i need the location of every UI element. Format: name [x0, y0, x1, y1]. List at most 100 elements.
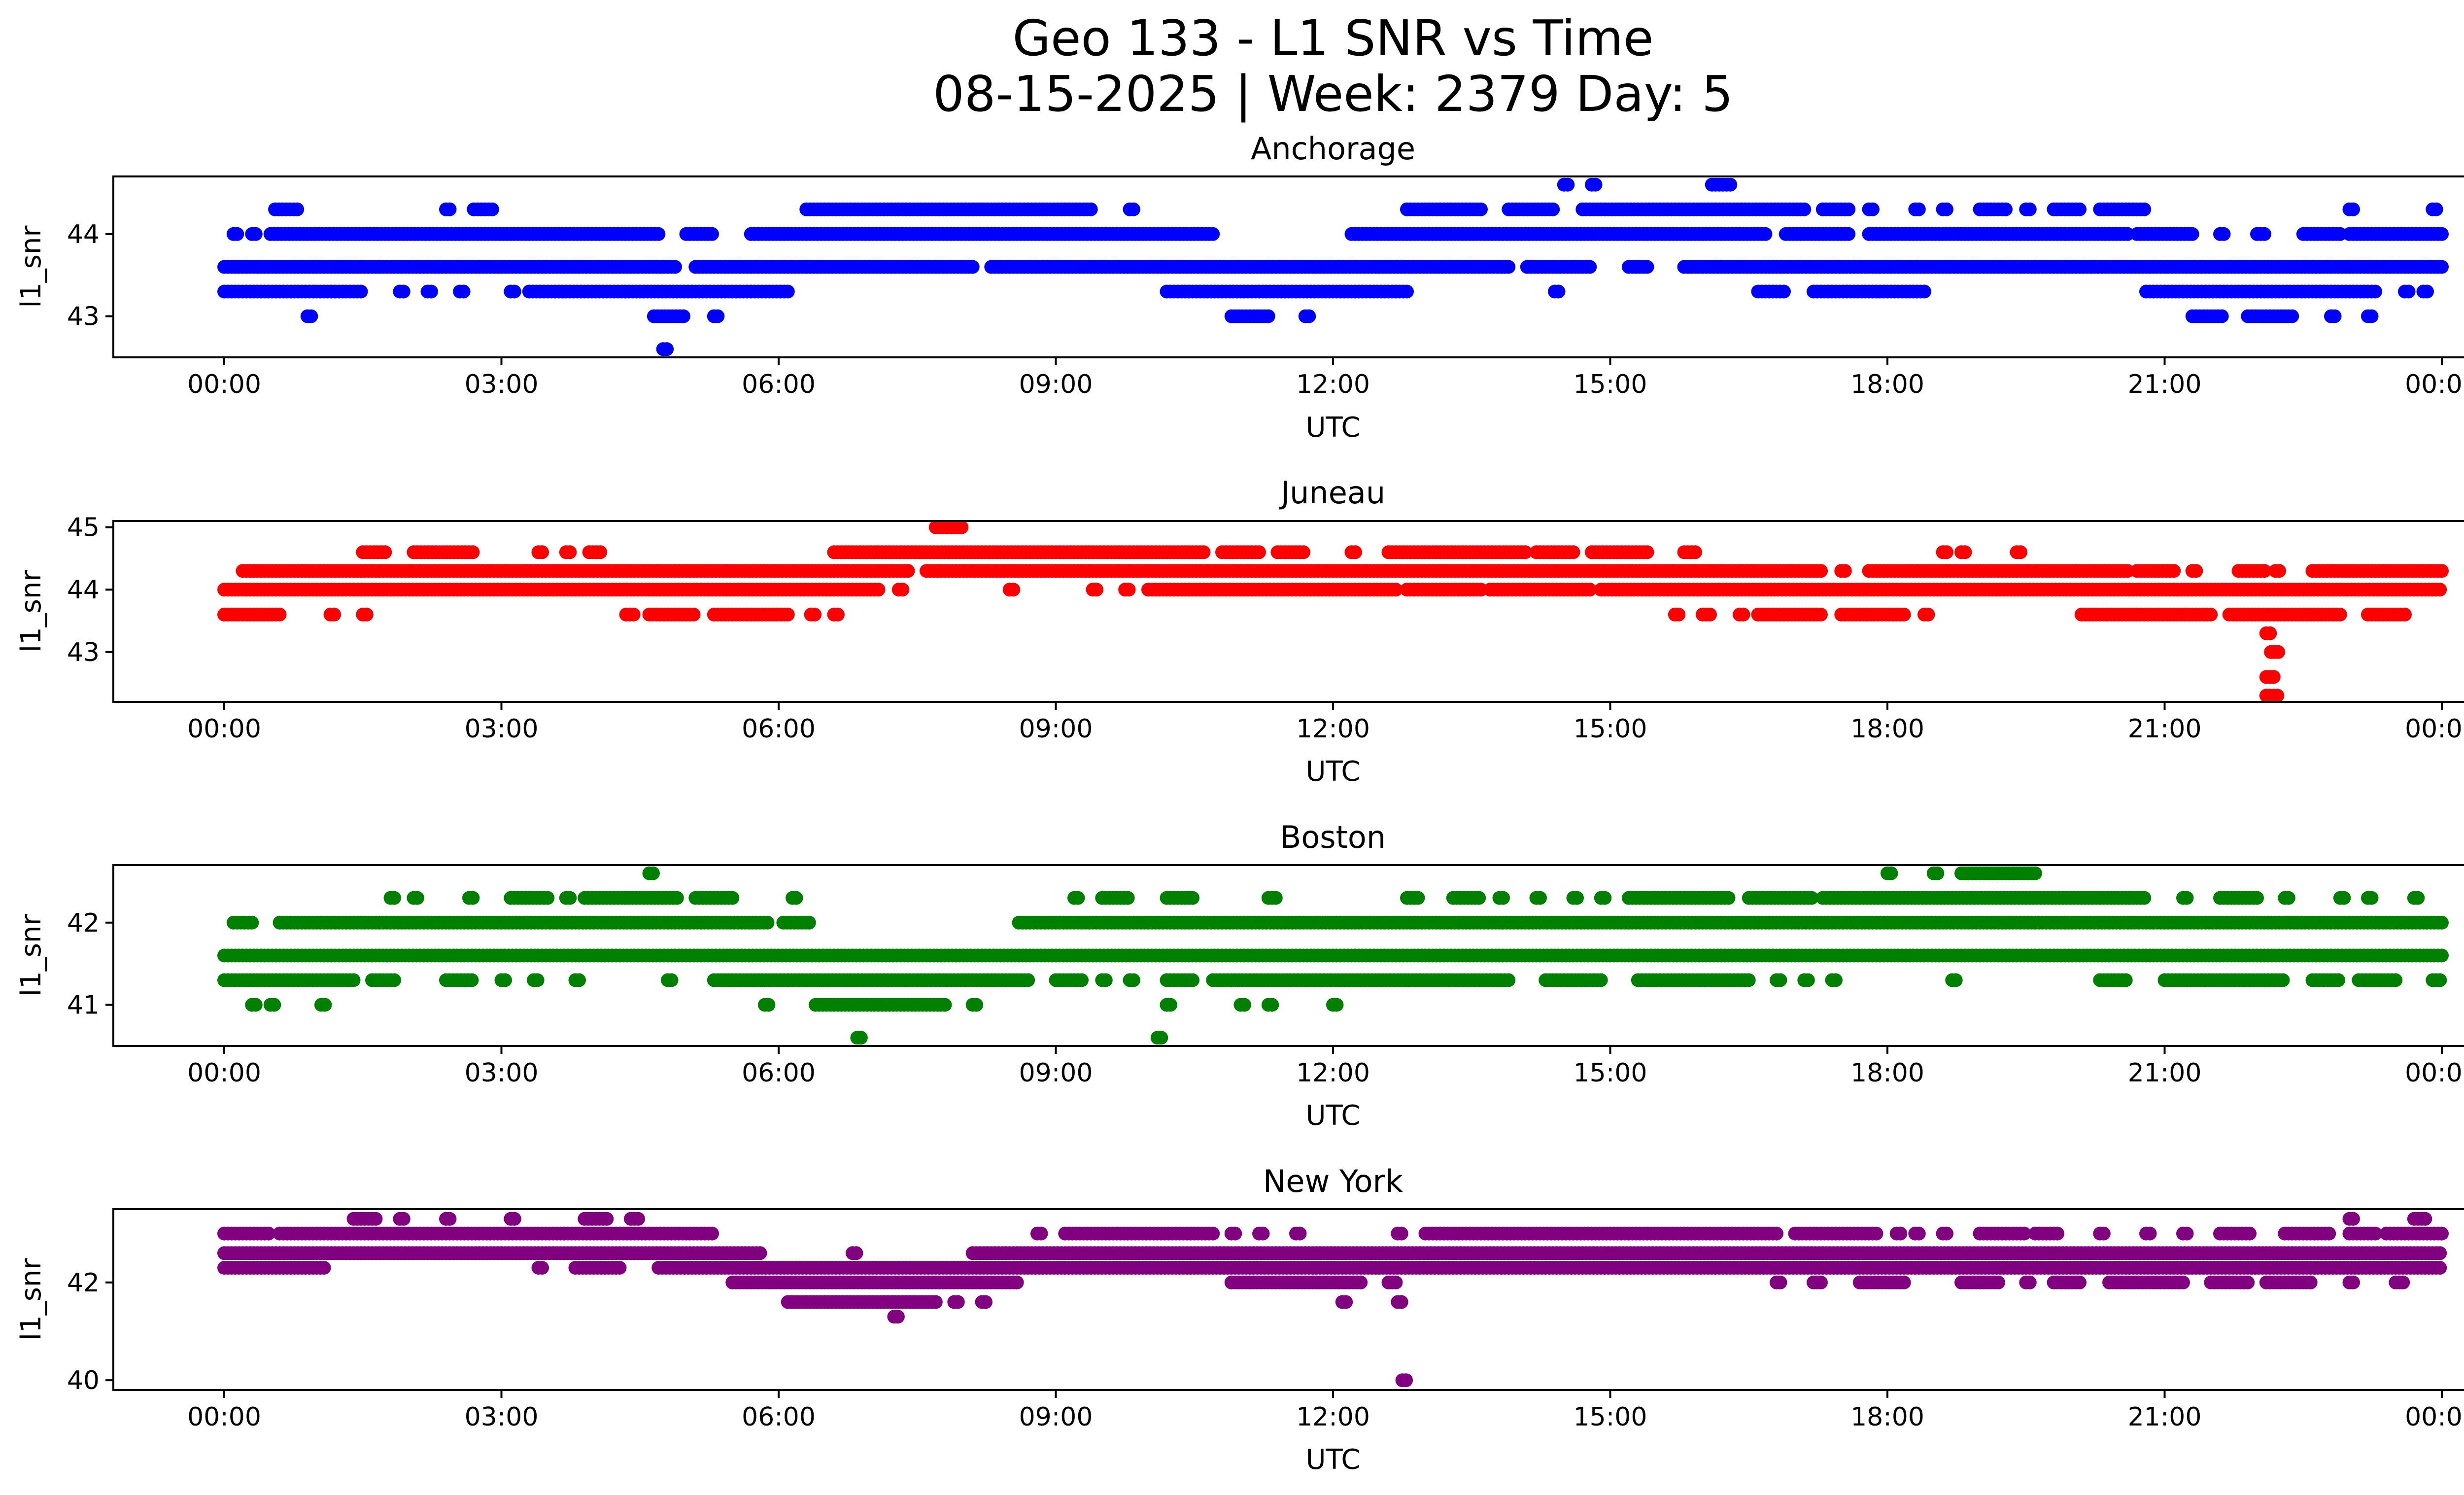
data-point: [2435, 915, 2449, 930]
data-point: [327, 607, 342, 622]
data-point: [725, 891, 740, 905]
data-point: [2429, 202, 2443, 216]
data-point: [676, 309, 690, 323]
data-point: [304, 309, 318, 323]
data-point: [2185, 227, 2199, 241]
x-tick-label: 21:00: [2128, 714, 2202, 744]
data-point: [1098, 973, 1113, 987]
data-point: [1252, 545, 1266, 559]
data-point: [1842, 202, 1856, 216]
data-point: [1566, 545, 1580, 559]
data-point: [1122, 583, 1136, 597]
x-axis-ticks: 00:00 03:00 06:00 09:00 12:00 15:00 18:00 21:00…: [187, 702, 2464, 744]
data-point: [1742, 973, 1756, 987]
data-point: [2435, 227, 2449, 241]
data-point: [1930, 866, 1945, 880]
data-point: [424, 284, 438, 299]
data-point: [2263, 626, 2277, 640]
panel-anchorage: Anchorage 00:00 03:00 06:00 09:00 12:00 15:00…: [15, 131, 2464, 444]
data-point: [1121, 891, 1135, 905]
data-point: [1411, 891, 1425, 905]
scatter-points: [217, 866, 2449, 1045]
data-point: [668, 260, 682, 274]
data-point: [1561, 177, 1575, 192]
data-point: [465, 973, 479, 987]
x-tick-label: 12:00: [1296, 714, 1370, 744]
data-point: [1801, 973, 1815, 987]
data-point: [1127, 973, 1140, 987]
scatter-points: [217, 520, 2449, 703]
y-tick-label: 43: [67, 638, 100, 667]
panel-title: Boston: [1280, 819, 1386, 855]
data-point: [1588, 177, 1603, 192]
x-tick-label: 15:00: [1574, 714, 1647, 744]
data-point: [1758, 227, 1773, 241]
data-point: [2167, 564, 2181, 578]
scatter-points: [217, 177, 2449, 356]
data-point: [1570, 891, 1584, 905]
data-point: [1777, 284, 1791, 299]
data-point: [2137, 891, 2152, 905]
panel-juneau: Juneau 00:00 03:00 06:00 09:00 12:00 15:00 18:…: [15, 475, 2464, 788]
data-point: [2217, 227, 2231, 241]
data-point: [1912, 202, 1926, 216]
data-point: [359, 607, 374, 622]
data-point: [456, 284, 471, 299]
data-point: [2119, 973, 2133, 987]
data-point: [541, 891, 555, 905]
data-point: [626, 607, 641, 622]
data-point: [2073, 202, 2087, 216]
data-point: [705, 227, 719, 241]
data-point: [2435, 260, 2449, 274]
data-point: [2271, 645, 2286, 659]
x-axis-label: UTC: [1305, 756, 1360, 788]
data-point: [1206, 227, 1220, 241]
data-point: [245, 915, 259, 930]
data-point: [1688, 545, 1702, 559]
data-point: [1348, 545, 1362, 559]
data-point: [1551, 284, 1566, 299]
data-point: [1797, 202, 1812, 216]
data-point: [572, 973, 586, 987]
data-point: [901, 564, 915, 578]
data-point: [711, 309, 725, 323]
data-point: [1546, 202, 1560, 216]
x-tick-label: 00:00: [187, 370, 261, 399]
y-tick-label: 44: [67, 575, 100, 605]
x-axis-ticks: 00:00 03:00 06:00 09:00 12:00 15:00 18:00 21:00…: [187, 357, 2464, 399]
data-point: [1940, 545, 1953, 559]
data-point: [1021, 973, 1035, 987]
data-point: [808, 607, 822, 622]
data-point: [831, 607, 845, 622]
x-tick-label: 18:00: [1850, 370, 1924, 399]
data-point: [346, 973, 361, 987]
data-point: [1917, 284, 1931, 299]
x-tick-label: 18:00: [1850, 714, 1924, 744]
data-point: [1197, 545, 1211, 559]
data-point: [1533, 891, 1547, 905]
data-point: [1640, 260, 1654, 274]
data-point: [1400, 284, 1414, 299]
data-point: [485, 202, 499, 216]
x-axis-label: UTC: [1305, 412, 1360, 444]
data-point: [965, 260, 980, 274]
data-point: [2337, 891, 2351, 905]
x-tick-label: 06:00: [742, 714, 816, 744]
panel-boston: Boston 00:00 03:00 06:00 09:00 12:00 15:00 18:…: [15, 819, 2464, 1132]
panel-title: Juneau: [1279, 475, 1385, 511]
data-point: [2398, 607, 2412, 622]
data-point: [1884, 866, 1898, 880]
data-point: [2364, 309, 2379, 323]
data-point: [1921, 607, 1935, 622]
data-point: [1071, 891, 1085, 905]
data-point: [2435, 948, 2449, 963]
x-tick-label: 00:00: [2405, 714, 2464, 744]
data-point: [2022, 202, 2037, 216]
x-tick-label: 15:00: [1574, 370, 1647, 399]
data-point: [2180, 891, 2194, 905]
data-point: [1814, 607, 1828, 622]
data-point: [2433, 583, 2447, 597]
data-point: [290, 202, 305, 216]
data-point: [2368, 284, 2382, 299]
